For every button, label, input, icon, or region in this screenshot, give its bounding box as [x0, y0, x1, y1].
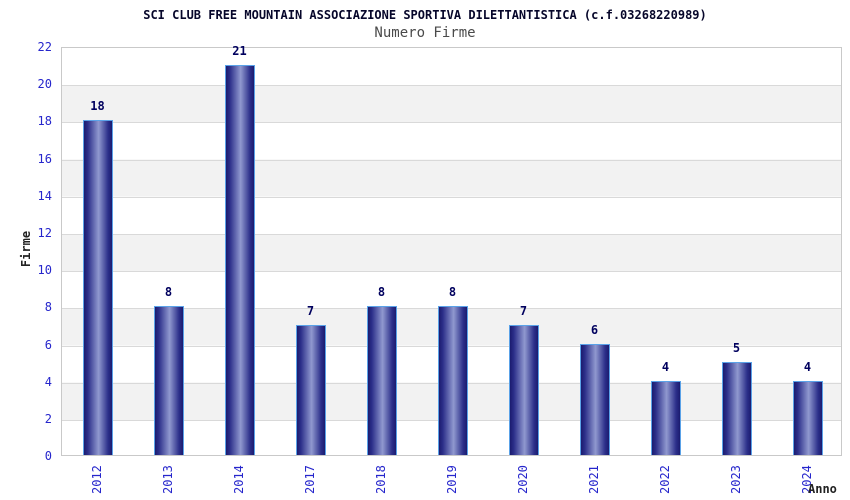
bar-value-label: 4 [803, 359, 812, 374]
chart-title: SCI CLUB FREE MOUNTAIN ASSOCIAZIONE SPOR… [143, 8, 707, 22]
bar-2018 [366, 306, 397, 455]
x-tick-label: 2021 [586, 465, 601, 494]
x-tick-label: 2018 [373, 465, 388, 494]
y-tick-label: 6 [44, 337, 52, 352]
gridline [62, 85, 841, 87]
bar-value-label: 8 [448, 285, 457, 300]
x-tick-label: 2014 [231, 465, 246, 494]
bar-value-label: 7 [519, 303, 528, 318]
bar-value-label: 8 [377, 285, 386, 300]
bar-2023 [721, 362, 752, 455]
bar-value-label: 18 [90, 99, 105, 114]
x-axis-title: Anno [808, 482, 837, 496]
y-tick-label: 12 [37, 225, 52, 240]
y-tick-label: 8 [44, 300, 52, 315]
y-tick-label: 22 [37, 40, 52, 54]
y-tick-label: 0 [44, 449, 52, 463]
bar-2022 [650, 380, 681, 455]
plot-area: 18 8 21 7 8 8 7 6 4 5 4 [61, 43, 842, 456]
bar-value-label: 8 [164, 285, 173, 300]
x-tick-label: 2023 [728, 465, 743, 494]
gridline [62, 271, 841, 273]
gridline [62, 122, 841, 124]
x-tick-label: 2013 [160, 465, 175, 494]
bar-2012 [82, 120, 113, 455]
bar-2014 [224, 64, 255, 455]
x-axis: 2012 2013 2014 2017 2018 2019 2020 2021 2022 2023… [61, 456, 842, 500]
x-tick-label: 2017 [302, 465, 317, 494]
y-tick-label: 18 [37, 114, 52, 129]
y-axis-title: Firme [19, 230, 33, 268]
bar-2019 [437, 306, 468, 455]
x-tick-label: 2020 [515, 465, 530, 494]
y-tick-label: 14 [37, 188, 52, 203]
y-tick-label: 10 [37, 263, 52, 278]
gridline [62, 196, 841, 198]
y-axis: 0 2 4 6 8 10 12 14 16 18 20 22 [0, 40, 52, 463]
x-tick-label: 2019 [444, 465, 459, 494]
bar-2013 [153, 306, 184, 455]
y-tick-label: 20 [37, 77, 52, 92]
gridline [62, 233, 841, 235]
y-tick-label: 4 [44, 374, 52, 389]
bar-value-label: 7 [306, 303, 315, 318]
bar-value-label: 5 [732, 341, 741, 355]
bar-2020 [508, 324, 539, 455]
chart-subtitle: Numero Firme [374, 25, 476, 41]
x-tick-label: 2022 [657, 465, 672, 494]
x-tick-label: 2012 [89, 465, 104, 494]
gridline [62, 159, 841, 161]
bar-2021 [579, 343, 610, 455]
bar-value-label: 4 [661, 359, 670, 374]
bar-value-label: 21 [232, 43, 247, 58]
bar-2017 [295, 324, 326, 455]
bar-value-label: 6 [590, 322, 599, 337]
y-tick-label: 2 [44, 411, 52, 426]
bar-2024 [792, 380, 823, 455]
y-tick-label: 16 [37, 151, 52, 166]
